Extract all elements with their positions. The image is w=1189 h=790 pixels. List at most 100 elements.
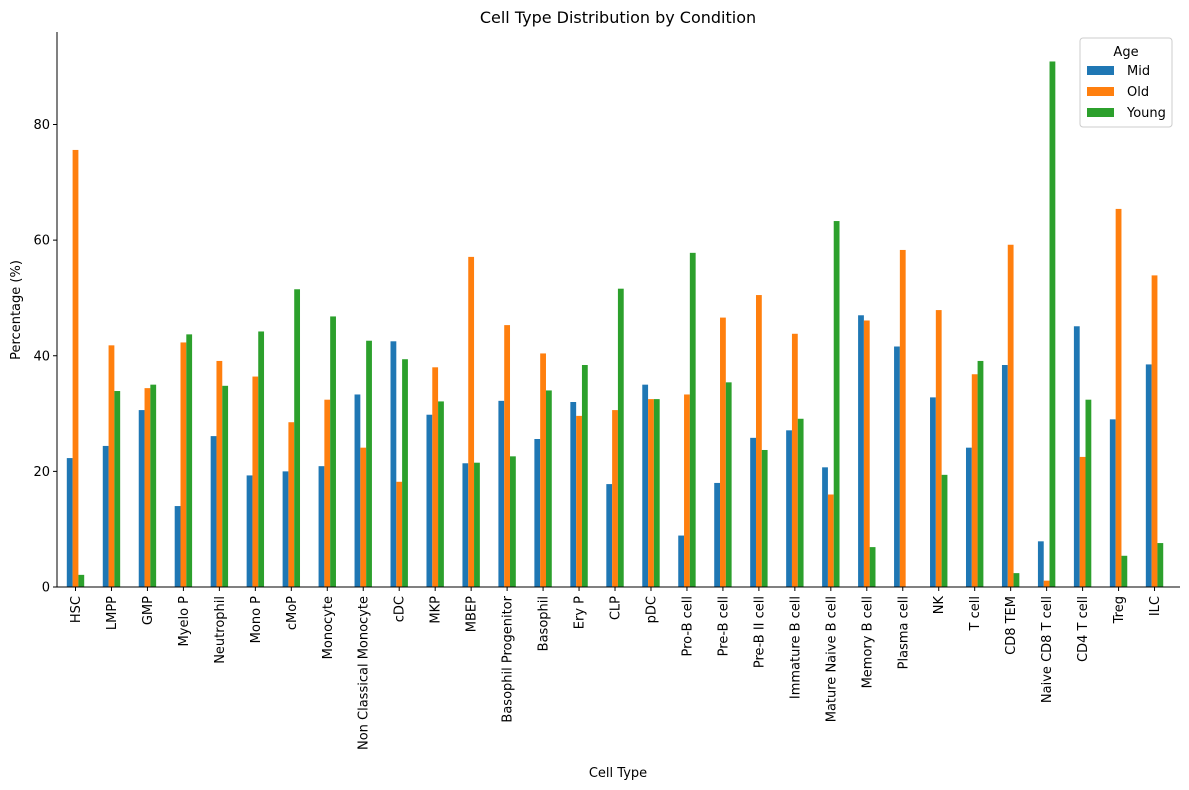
bar-mid-pdc xyxy=(642,384,649,587)
legend-label-old: Old xyxy=(1127,85,1149,100)
x-tick-label: pDC xyxy=(644,596,659,623)
bar-young-hsc xyxy=(78,574,85,587)
x-tick-label: GMP xyxy=(141,596,156,625)
legend-label-young: Young xyxy=(1126,106,1166,121)
bar-old-pro-b-cell xyxy=(684,394,690,587)
bar-young-treg xyxy=(1121,555,1128,587)
bar-mid-nk xyxy=(930,397,936,588)
bar-young-clp xyxy=(617,288,624,587)
bar-old-mkp xyxy=(432,367,439,587)
x-tick-label: Mono P xyxy=(249,596,264,643)
y-axis-title: Percentage (%) xyxy=(9,260,24,360)
legend-box xyxy=(1079,37,1173,128)
x-tick-label: NK xyxy=(932,596,947,615)
y-tick-label: 80 xyxy=(33,118,50,133)
y-tick-label: 20 xyxy=(33,465,50,480)
x-tick-label: Naive CD8 T cell xyxy=(1040,596,1055,703)
x-tick-label: CLP xyxy=(609,596,624,620)
bar-mid-plasma-cell xyxy=(894,346,900,587)
x-axis-title: Cell Type xyxy=(589,766,647,781)
bar-young-cdc xyxy=(402,359,408,587)
y-tick-label: 40 xyxy=(33,349,50,364)
bar-mid-pre-b-ii-cell xyxy=(750,437,756,587)
bar-mid-ilc xyxy=(1145,364,1152,587)
bar-old-lmpp xyxy=(108,345,115,587)
bar-old-non-classical-monocyte xyxy=(360,447,367,587)
x-tick-label: Plasma cell xyxy=(896,596,911,669)
bar-young-mkp xyxy=(438,401,444,587)
legend: Age Mid Old Young xyxy=(1079,37,1173,128)
bar-young-myelo-p xyxy=(186,334,193,587)
bar-old-basophil-progenitor xyxy=(504,325,511,587)
x-tick-label: Monocyte xyxy=(321,596,336,659)
x-tick-label: Basophil xyxy=(537,596,552,651)
bar-young-ilc xyxy=(1157,543,1164,587)
bar-old-hsc xyxy=(72,149,79,587)
legend-title: Age xyxy=(1113,45,1138,60)
bar-young-pro-b-cell xyxy=(689,252,696,587)
bar-young-cd4-t-cell xyxy=(1085,399,1092,587)
bar-mid-basophil xyxy=(534,439,541,587)
bar-young-pre-b-cell xyxy=(725,382,732,587)
bar-old-cdc xyxy=(396,481,403,587)
bar-old-naive-cd8-t-cell xyxy=(1043,580,1050,587)
bar-mid-monocyte xyxy=(318,466,325,587)
bar-mid-myelo-p xyxy=(174,506,181,587)
bar-old-treg xyxy=(1115,208,1122,587)
bar-old-gmp xyxy=(144,388,151,588)
bar-young-basophil xyxy=(545,390,552,587)
bar-mid-treg xyxy=(1109,419,1116,587)
bar-old-clp xyxy=(612,410,618,587)
bar-mid-cd8-tem xyxy=(1001,365,1008,587)
bar-young-mature-naive-b-cell xyxy=(833,221,840,588)
x-tick-label: Pre-B cell xyxy=(716,596,731,656)
bar-mid-cd4-t-cell xyxy=(1073,326,1080,587)
bar-old-monocyte xyxy=(324,399,331,587)
bar-old-ery-p xyxy=(576,415,582,588)
x-tick-label: LMPP xyxy=(105,596,120,630)
bar-young-mono-p xyxy=(258,331,265,587)
bar-mid-pro-b-cell xyxy=(678,535,685,587)
x-tick-label: MKP xyxy=(429,596,444,624)
x-tick-label: Pre-B II cell xyxy=(752,596,767,668)
x-tick-label: MBEP xyxy=(465,596,480,632)
bar-mid-lmpp xyxy=(102,445,109,587)
x-tick-label: ILC xyxy=(1148,596,1163,616)
bar-young-t-cell xyxy=(977,360,984,587)
legend-swatch-mid xyxy=(1087,66,1114,75)
bar-old-cd8-tem xyxy=(1007,244,1014,587)
bar-young-pre-b-ii-cell xyxy=(761,449,768,587)
bar-old-nk xyxy=(935,310,942,587)
bar-mid-mono-p xyxy=(246,475,253,587)
x-tick-label: Pro-B cell xyxy=(680,596,695,657)
bar-young-memory-b-cell xyxy=(869,547,876,587)
x-tick-label: T cell xyxy=(968,596,983,631)
y-tick-label: 0 xyxy=(42,581,50,596)
bar-young-basophil-progenitor xyxy=(510,456,516,587)
bar-old-plasma-cell xyxy=(899,249,906,587)
x-tick-label: Neutrophil xyxy=(213,596,228,664)
bar-old-neutrophil xyxy=(216,360,223,587)
legend-swatch-young xyxy=(1087,108,1114,117)
x-tick-label: Non Classical Monocyte xyxy=(357,596,372,750)
bar-mid-non-classical-monocyte xyxy=(354,394,361,587)
bar-old-mbep xyxy=(468,256,475,587)
x-tick-label: Basophil Progenitor xyxy=(501,595,516,722)
bar-mid-mbep xyxy=(462,463,469,587)
bar-mid-memory-b-cell xyxy=(858,315,864,587)
bar-old-mono-p xyxy=(252,376,259,587)
legend-swatch-old xyxy=(1087,87,1114,96)
bar-mid-ery-p xyxy=(570,402,577,587)
bar-young-neutrophil xyxy=(222,385,229,587)
bar-old-ilc xyxy=(1151,275,1158,587)
bar-mid-gmp xyxy=(138,410,145,587)
bar-mid-basophil-progenitor xyxy=(498,400,505,587)
bar-old-cmop xyxy=(288,422,295,587)
bar-mid-hsc xyxy=(66,458,73,587)
y-tick-label: 60 xyxy=(33,234,50,249)
bar-old-cd4-t-cell xyxy=(1079,456,1086,587)
bars-group xyxy=(66,61,1164,588)
bar-old-mature-naive-b-cell xyxy=(827,494,834,587)
bar-mid-naive-cd8-t-cell xyxy=(1037,541,1044,587)
